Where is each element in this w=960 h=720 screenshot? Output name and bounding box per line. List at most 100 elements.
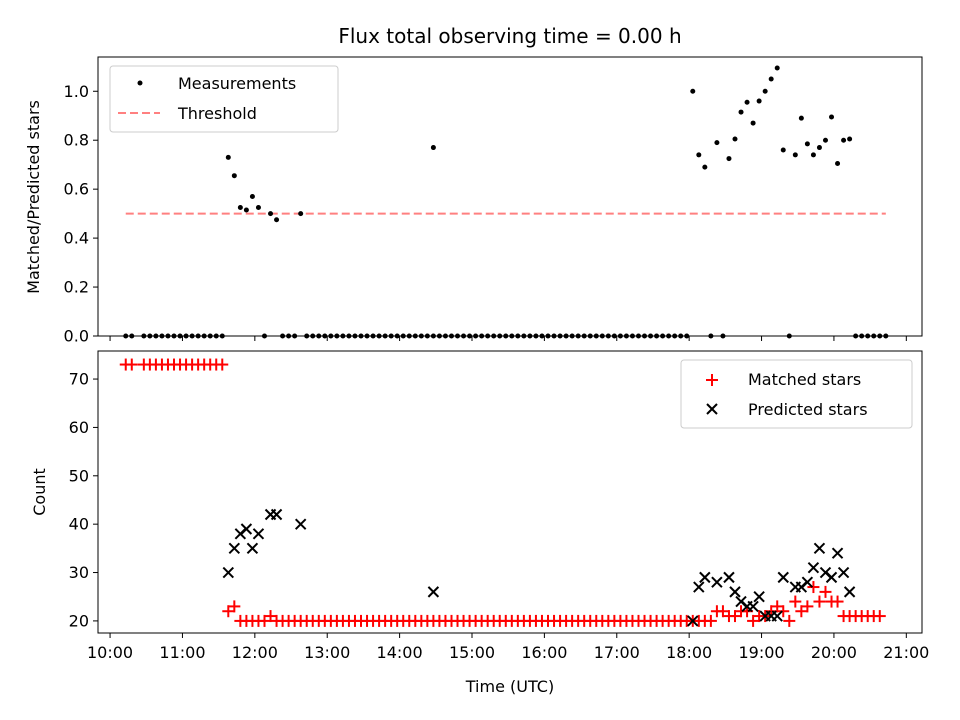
measurement-point [231, 173, 237, 179]
predicted-star-point [687, 615, 699, 627]
measurement-point [448, 333, 454, 339]
measurement-point [286, 333, 292, 339]
matched-star-point [771, 600, 784, 613]
measurement-point [412, 333, 418, 339]
bottom-panel-frame [97, 350, 923, 634]
measurement-point [358, 333, 364, 339]
measurement-point [394, 333, 400, 339]
measurement-point [883, 333, 889, 339]
bottom-x-tick-label: 21:00 [883, 643, 929, 662]
top-legend-frame [109, 65, 339, 133]
legend-measurements-label: Measurements [178, 74, 296, 93]
measurement-point [545, 333, 551, 339]
predicted-star-point [843, 586, 856, 598]
predicted-star-point [240, 523, 253, 535]
bottom-y-tick-label: 20 [69, 611, 89, 630]
top-legend: Measurements Threshold [109, 65, 339, 133]
measurement-point [479, 333, 485, 339]
measurement-point [243, 207, 249, 213]
measurement-point [575, 333, 581, 339]
predicted-star-point [427, 586, 440, 598]
measurement-point [533, 333, 539, 339]
measurement-point [611, 333, 617, 339]
bottom-x-tick-label: 17:00 [594, 643, 640, 662]
measurement-point [708, 333, 714, 339]
predicted-star-point [699, 571, 711, 584]
measurement-point [762, 88, 768, 94]
bottom-y-tick-label: 30 [69, 563, 89, 582]
predicted-star-point [723, 571, 735, 584]
predicted-star-point [747, 600, 759, 613]
measurement-point [159, 333, 165, 339]
bottom-x-axis-label: Time (UTC) [465, 677, 554, 696]
measurement-point [804, 141, 810, 147]
measurement-point [829, 114, 835, 120]
measurement-point [871, 333, 877, 339]
measurement-point [292, 333, 298, 339]
measurement-point [605, 333, 611, 339]
top-series [123, 65, 889, 339]
legend-predicted-label: Predicted stars [748, 400, 868, 419]
measurement-point [756, 98, 762, 104]
measurement-point [129, 333, 135, 339]
measurement-point [436, 333, 442, 339]
measurement-point [201, 333, 207, 339]
measurement-point [268, 211, 274, 217]
bottom-y-axis: 20 30 40 50 60 70 [69, 370, 98, 630]
measurement-point [635, 333, 641, 339]
measurement-point [255, 205, 261, 211]
measurement-point [822, 137, 828, 143]
matched-star-point [813, 595, 826, 608]
measurement-point [642, 333, 648, 339]
matched-star-point [125, 358, 138, 371]
measurement-point [473, 333, 479, 339]
measurement-point [207, 333, 213, 339]
measurement-point [189, 333, 195, 339]
measurement-point [648, 333, 654, 339]
measurement-point [569, 333, 575, 339]
predicted-star-point [825, 571, 838, 584]
measurement-point [171, 333, 177, 339]
measurement-point [249, 194, 255, 199]
measurement-point [153, 333, 159, 339]
measurement-point [165, 333, 171, 339]
measurement-point [690, 88, 696, 94]
predicted-star-point [753, 591, 765, 603]
legend-matched-label: Matched stars [748, 370, 861, 389]
legend-threshold-label: Threshold [177, 104, 257, 123]
measurement-point [617, 333, 623, 339]
measurement-point [768, 76, 774, 82]
measurement-point [738, 109, 744, 115]
measurement-point [859, 333, 865, 339]
measurement-point [551, 333, 557, 339]
matched-star-point [258, 614, 271, 627]
measurement-point [195, 333, 201, 339]
predicted-star-point [807, 561, 820, 574]
matched-star-point [831, 595, 844, 608]
measurement-point [442, 333, 448, 339]
measurement-point [847, 136, 853, 142]
bottom-y-tick-label: 40 [69, 515, 89, 534]
matched-star-point [783, 614, 796, 627]
measurement-point [774, 65, 780, 71]
measurement-point [298, 211, 304, 217]
measurement-point [147, 333, 153, 339]
bottom-x-tick-label: 19:00 [738, 643, 784, 662]
measurement-point [455, 333, 461, 339]
matched-star-point [729, 610, 742, 623]
measurement-point [780, 147, 786, 153]
measurement-point [816, 145, 822, 151]
measurement-point [599, 333, 605, 339]
top-y-tick-label: 0.0 [64, 327, 89, 346]
predicted-star-point [801, 576, 814, 588]
legend-matched-marker [706, 374, 718, 386]
measurement-point [352, 333, 358, 339]
matched-star-point [704, 614, 717, 627]
measurement-point [798, 115, 804, 121]
matched-star-point [264, 610, 277, 623]
bottom-y-tick-label: 70 [69, 370, 89, 389]
bottom-y-tick-label: 50 [69, 466, 89, 485]
measurement-point [328, 333, 334, 339]
measurement-point [509, 333, 515, 339]
